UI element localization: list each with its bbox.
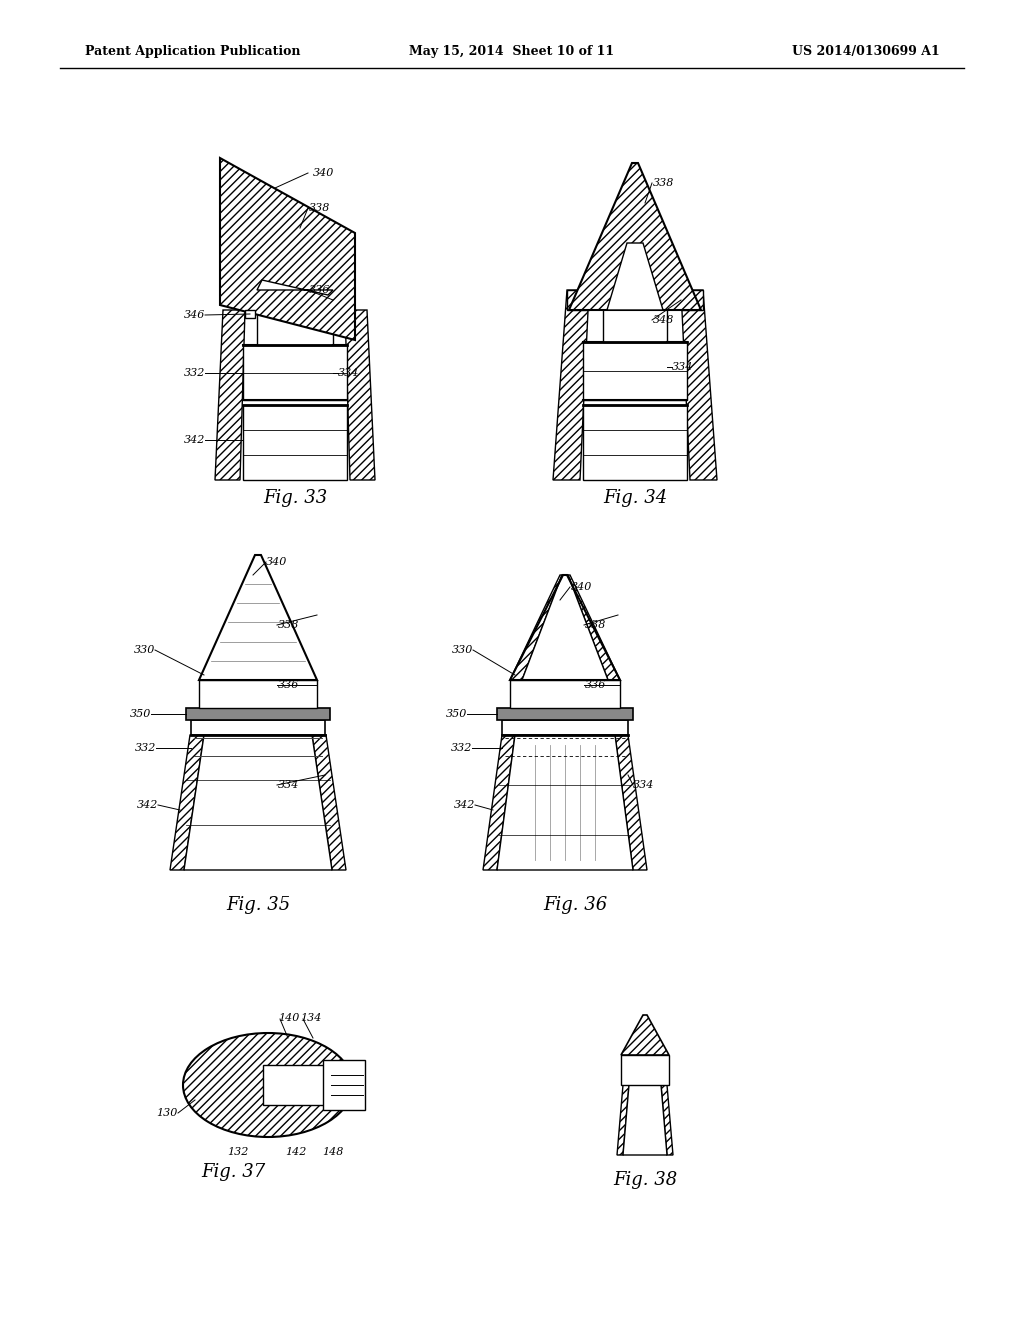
Text: 330: 330	[452, 645, 473, 655]
Text: 334: 334	[338, 368, 359, 378]
Text: 348: 348	[653, 315, 675, 325]
Polygon shape	[510, 576, 562, 680]
Polygon shape	[583, 405, 687, 480]
Text: 332: 332	[134, 743, 156, 752]
Text: 336: 336	[309, 285, 331, 294]
Polygon shape	[510, 680, 620, 708]
Polygon shape	[497, 735, 633, 870]
Text: 148: 148	[323, 1147, 344, 1158]
Text: 134: 134	[300, 1012, 322, 1023]
Text: Fig. 37: Fig. 37	[201, 1163, 265, 1181]
Polygon shape	[568, 576, 620, 680]
Text: Patent Application Publication: Patent Application Publication	[85, 45, 300, 58]
Text: Fig. 33: Fig. 33	[263, 488, 327, 507]
Polygon shape	[312, 735, 346, 870]
Text: 340: 340	[571, 582, 592, 591]
Text: 130: 130	[157, 1107, 178, 1118]
Text: 336: 336	[585, 680, 606, 690]
Polygon shape	[522, 576, 608, 680]
Polygon shape	[323, 1060, 365, 1110]
Polygon shape	[621, 1055, 669, 1085]
Text: 336: 336	[278, 680, 299, 690]
Polygon shape	[184, 735, 332, 870]
Polygon shape	[243, 405, 347, 480]
Text: 334: 334	[672, 362, 693, 372]
Text: 334: 334	[278, 780, 299, 789]
Text: 132: 132	[227, 1147, 249, 1158]
Text: 342: 342	[183, 436, 205, 445]
Polygon shape	[345, 310, 375, 480]
Text: 140: 140	[278, 1012, 299, 1023]
Text: 332: 332	[451, 743, 472, 752]
Text: Fig. 34: Fig. 34	[603, 488, 667, 507]
Polygon shape	[553, 290, 589, 480]
Text: Fig. 36: Fig. 36	[543, 896, 607, 913]
Text: 330: 330	[133, 645, 155, 655]
Polygon shape	[567, 290, 589, 310]
Polygon shape	[215, 310, 245, 480]
Text: 340: 340	[266, 557, 288, 568]
Text: 334: 334	[633, 780, 654, 789]
Polygon shape	[186, 708, 330, 719]
Polygon shape	[191, 719, 325, 735]
Polygon shape	[483, 735, 515, 870]
Text: 332: 332	[183, 368, 205, 378]
Polygon shape	[263, 1065, 333, 1105]
Polygon shape	[257, 290, 333, 345]
Polygon shape	[615, 735, 647, 870]
Text: 338: 338	[278, 620, 299, 630]
Text: 350: 350	[445, 709, 467, 719]
Polygon shape	[621, 1015, 669, 1055]
Ellipse shape	[183, 1034, 353, 1137]
Polygon shape	[583, 342, 687, 400]
Polygon shape	[243, 345, 347, 400]
Polygon shape	[199, 680, 317, 708]
Polygon shape	[681, 290, 703, 310]
Text: 346: 346	[183, 310, 205, 319]
Text: May 15, 2014  Sheet 10 of 11: May 15, 2014 Sheet 10 of 11	[410, 45, 614, 58]
Polygon shape	[497, 708, 633, 719]
Polygon shape	[607, 243, 663, 310]
Text: 338: 338	[653, 178, 675, 187]
Polygon shape	[502, 719, 628, 735]
Polygon shape	[617, 1085, 629, 1155]
Text: 338: 338	[309, 203, 331, 213]
Text: Fig. 38: Fig. 38	[613, 1171, 677, 1189]
Text: 338: 338	[585, 620, 606, 630]
Text: Fig. 35: Fig. 35	[226, 896, 290, 913]
Text: 342: 342	[136, 800, 158, 810]
Polygon shape	[257, 280, 333, 294]
Text: 340: 340	[313, 168, 335, 178]
Polygon shape	[603, 292, 667, 342]
Polygon shape	[245, 310, 255, 318]
Text: US 2014/0130699 A1: US 2014/0130699 A1	[793, 45, 940, 58]
Polygon shape	[199, 554, 317, 680]
Polygon shape	[569, 162, 701, 310]
Polygon shape	[220, 158, 355, 341]
Polygon shape	[170, 735, 204, 870]
Text: 350: 350	[130, 709, 151, 719]
Polygon shape	[623, 1085, 667, 1155]
Text: 342: 342	[454, 800, 475, 810]
Polygon shape	[662, 1085, 673, 1155]
Polygon shape	[681, 290, 717, 480]
Text: 142: 142	[286, 1147, 306, 1158]
